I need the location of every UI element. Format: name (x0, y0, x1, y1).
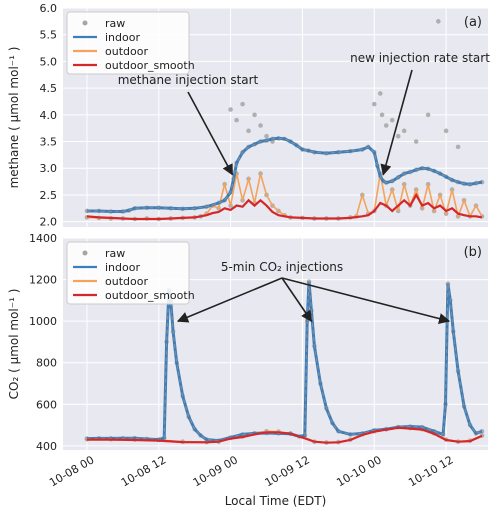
annotation-arrow (380, 69, 413, 176)
ticks-a: 2.0 2.5 3.0 3.5 4.0 4.5 5.0 5.5 6.0 (40, 2, 58, 229)
indoor-line-dashed-overlay (86, 281, 483, 442)
outdoor-smooth-line (86, 426, 483, 444)
outdoor-smooth-line (86, 192, 483, 221)
raw-point (264, 133, 269, 139)
annotation-arrow (176, 277, 283, 323)
grid-b (63, 237, 488, 450)
x-axis-label: Local Time (EDT) (225, 494, 327, 508)
panel-a-methane: 2.0 2.5 3.0 3.5 4.0 4.5 5.0 5.5 6.0 methane ( μm… (7, 2, 490, 229)
legend-label-raw: raw (105, 17, 125, 30)
raw-point (443, 128, 449, 134)
y-tick-label: 2.5 (40, 189, 58, 202)
annotations-b: 5-min CO₂ injections (176, 260, 451, 325)
legend-label-outdoor-smooth: outdoor_smooth (105, 59, 195, 72)
legend-b: raw indoor outdoor outdoor_smooth (66, 241, 195, 305)
x-tick-label: 10-08 00 (47, 453, 96, 489)
annotation-methane-injection-start: methane injection start (118, 73, 259, 87)
legend-marker-raw (82, 250, 88, 256)
legend-box-a (66, 11, 190, 75)
raw-point (246, 128, 251, 134)
legend-a: raw indoor outdoor outdoor_smooth (66, 11, 195, 75)
raw-point (234, 117, 239, 123)
panel-label-a: (a) (464, 15, 482, 30)
raw-point (455, 144, 461, 150)
raw-point (252, 112, 257, 118)
y-axis-label-a: methane ( μmol mol⁻¹ ) (7, 47, 21, 189)
legend-label-indoor: indoor (105, 31, 140, 44)
raw-point (377, 91, 383, 96)
raw-point (383, 123, 389, 128)
y-tick-label: 800 (36, 357, 57, 370)
legend-marker-raw (82, 20, 88, 26)
raw-point (389, 117, 395, 123)
annotations-a: methane injection start new injection ra… (118, 51, 490, 176)
legend-box-b (66, 241, 190, 305)
raw-point (240, 101, 245, 107)
panel-label-b: (b) (464, 245, 482, 260)
x-tick-label: 10-10 12 (406, 453, 455, 489)
legend-label-outdoor: outdoor (105, 45, 148, 58)
legend-label-indoor: indoor (105, 261, 140, 274)
y-tick-label: 3.0 (40, 162, 58, 175)
x-tick-label: 10-09 00 (191, 453, 240, 489)
indoor-line-dashed-overlay (86, 137, 483, 213)
annotation-arrow (281, 277, 313, 323)
y-tick-label: 6.0 (40, 2, 58, 15)
annotation-arrow (187, 91, 234, 176)
x-tick-label: 10-10 00 (334, 453, 383, 489)
legend-label-outdoor-smooth: outdoor_smooth (105, 289, 195, 302)
raw-point (258, 123, 263, 128)
raw-point (379, 112, 385, 118)
raw-point (401, 128, 407, 134)
legend-label-outdoor: outdoor (105, 275, 148, 288)
y-tick-label: 400 (36, 440, 57, 453)
raw-point (413, 139, 419, 144)
raw-point (228, 107, 233, 112)
raw-point (425, 112, 431, 118)
annotation-new-injection-rate-start: new injection rate start (350, 51, 490, 65)
y-tick-label: 1200 (29, 274, 57, 287)
y-tick-label: 600 (36, 398, 57, 411)
raw-point (436, 19, 441, 24)
y-tick-label: 4.5 (40, 82, 58, 95)
y-tick-label: 5.0 (40, 55, 58, 68)
series-marks-a (84, 19, 485, 222)
y-tick-label: 1000 (29, 315, 57, 328)
panel-b-co2: 400 600 800 1000 1200 1400 10-08 00 10-08 12 10-… (7, 232, 488, 489)
raw-point (395, 133, 401, 139)
x-tick-label: 10-08 12 (119, 453, 168, 489)
y-tick-label: 1400 (29, 232, 57, 245)
y-tick-label: 4.0 (40, 109, 58, 122)
legend-label-raw: raw (105, 247, 125, 260)
x-tick-label: 10-09 12 (263, 453, 312, 489)
y-tick-label: 3.5 (40, 136, 58, 149)
annotation-arrow (281, 277, 451, 325)
y-axis-label-b: CO₂ ( μmol mol⁻¹ ) (7, 289, 21, 400)
annotation-co2-injections: 5-min CO₂ injections (221, 260, 343, 274)
raw-point (371, 101, 377, 107)
y-tick-label: 5.5 (40, 29, 58, 42)
y-tick-label: 2.0 (40, 216, 58, 229)
